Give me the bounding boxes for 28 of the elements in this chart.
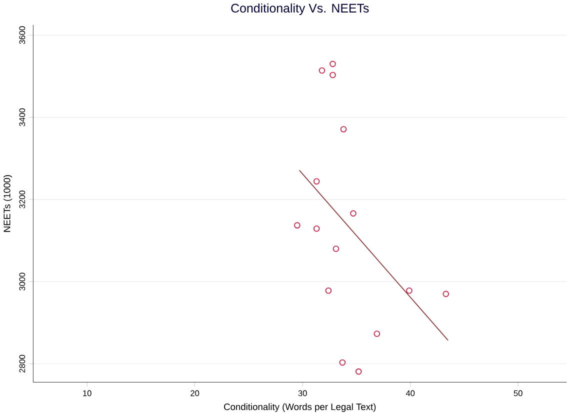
point xyxy=(374,330,380,337)
point xyxy=(350,210,356,216)
x-tick-label: 50 xyxy=(514,390,522,396)
x-tick-label: 20 xyxy=(190,390,200,396)
y-tick-label: 3400 xyxy=(19,108,26,126)
point xyxy=(294,222,300,228)
y-tick-label: 3000 xyxy=(19,272,26,290)
point xyxy=(332,245,340,252)
point xyxy=(318,67,326,74)
point xyxy=(313,225,320,232)
point xyxy=(330,72,336,78)
y-axis-title: NEETs (1000) xyxy=(3,174,12,232)
point xyxy=(330,60,336,67)
point xyxy=(355,368,362,374)
point xyxy=(325,287,332,294)
y-tick-label: 3600 xyxy=(19,26,26,44)
y-tick-label: 3200 xyxy=(19,190,26,208)
point xyxy=(340,126,347,132)
x-axis-title: Conditionality (Words per Legal Text) xyxy=(224,403,376,412)
x-tick-label: 10 xyxy=(83,390,92,396)
x-tick-label: 30 xyxy=(298,390,307,396)
point xyxy=(313,178,320,184)
chart-title: Conditionality Vs. NEETs xyxy=(231,3,369,15)
point xyxy=(406,287,412,294)
point xyxy=(339,359,346,366)
x-tick-label: 40 xyxy=(406,390,415,396)
point xyxy=(442,290,450,297)
y-tick-label: 2800 xyxy=(19,354,26,372)
